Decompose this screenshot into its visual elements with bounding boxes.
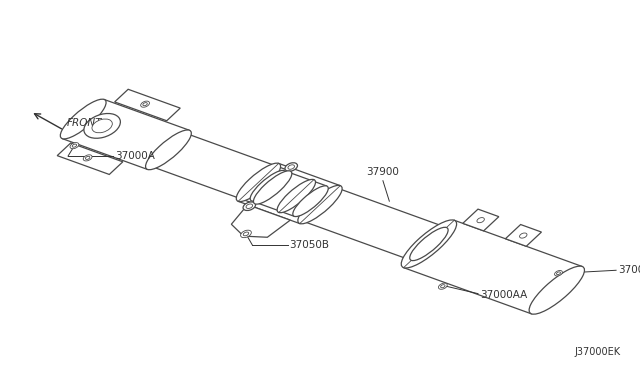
Text: 37000A: 37000A: [115, 151, 155, 161]
Ellipse shape: [288, 165, 294, 169]
Ellipse shape: [250, 170, 285, 201]
Text: 37000AA: 37000AA: [480, 290, 527, 300]
Polygon shape: [279, 180, 447, 260]
Ellipse shape: [477, 218, 484, 223]
Ellipse shape: [298, 185, 342, 224]
Ellipse shape: [84, 113, 120, 138]
Ellipse shape: [70, 142, 79, 149]
Polygon shape: [238, 163, 340, 224]
Ellipse shape: [60, 99, 106, 139]
Ellipse shape: [243, 202, 255, 211]
Ellipse shape: [285, 163, 298, 171]
Ellipse shape: [440, 285, 445, 288]
Ellipse shape: [145, 130, 191, 170]
Polygon shape: [115, 89, 180, 121]
Ellipse shape: [529, 266, 584, 314]
Ellipse shape: [410, 227, 448, 261]
Polygon shape: [252, 171, 327, 217]
Text: 37900: 37900: [367, 167, 399, 177]
Ellipse shape: [401, 220, 456, 268]
Ellipse shape: [555, 270, 563, 276]
Ellipse shape: [292, 186, 328, 217]
Ellipse shape: [143, 103, 147, 106]
Text: 37050B: 37050B: [289, 240, 330, 250]
Polygon shape: [506, 225, 541, 246]
Ellipse shape: [236, 163, 280, 202]
Ellipse shape: [83, 155, 92, 161]
Ellipse shape: [277, 179, 316, 213]
Ellipse shape: [141, 101, 150, 107]
Text: FRONT: FRONT: [67, 118, 102, 128]
Ellipse shape: [241, 230, 252, 238]
Text: J37000EK: J37000EK: [575, 347, 621, 357]
Polygon shape: [231, 205, 291, 237]
Text: 37000B: 37000B: [618, 265, 640, 275]
Ellipse shape: [92, 119, 113, 133]
Ellipse shape: [557, 272, 561, 275]
Ellipse shape: [253, 171, 292, 204]
Ellipse shape: [243, 232, 249, 236]
Ellipse shape: [520, 233, 527, 238]
Polygon shape: [404, 220, 582, 314]
Polygon shape: [62, 99, 189, 169]
Polygon shape: [463, 209, 499, 231]
Ellipse shape: [72, 144, 77, 147]
Polygon shape: [151, 134, 290, 204]
Ellipse shape: [246, 204, 253, 208]
Ellipse shape: [149, 133, 188, 167]
Ellipse shape: [85, 156, 90, 160]
Polygon shape: [57, 143, 123, 174]
Ellipse shape: [438, 283, 447, 289]
